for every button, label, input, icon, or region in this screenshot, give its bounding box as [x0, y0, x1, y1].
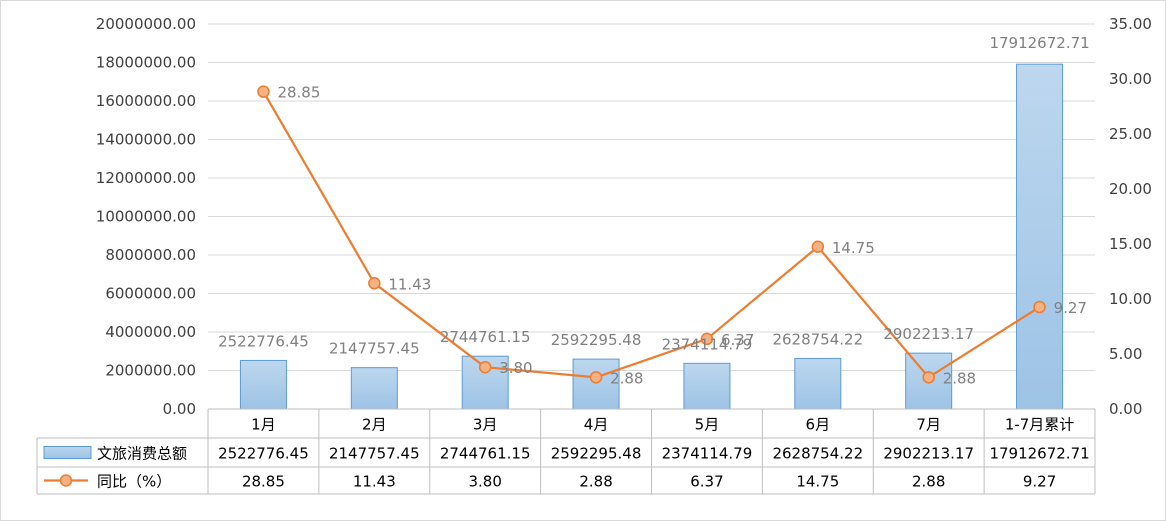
right-tick-label: 15.00	[1109, 235, 1152, 253]
line-point	[700, 332, 714, 346]
bar	[1016, 63, 1064, 410]
left-tick-label: 8000000.00	[105, 246, 196, 264]
table-bar-value: 2628754.22	[772, 445, 863, 463]
bar	[239, 359, 287, 410]
table-line-value: 28.85	[242, 473, 285, 491]
table-bar-value: 2522776.45	[218, 445, 309, 463]
left-tick-label: 18000000.00	[96, 54, 196, 72]
legend-line-marker	[59, 474, 73, 487]
line-data-label: 6.37	[721, 331, 754, 349]
bar-data-label: 2522776.45	[218, 332, 309, 350]
bar-data-label: 2744761.15	[440, 328, 531, 346]
left-tick-label: 12000000.00	[96, 169, 196, 187]
line-point	[368, 277, 381, 290]
table-line-value: 3.80	[468, 473, 501, 491]
line-point	[811, 240, 825, 253]
table-line-value: 14.75	[796, 473, 839, 491]
right-tick-label: 10.00	[1109, 290, 1152, 308]
left-tick-label: 4000000.00	[105, 323, 196, 341]
category-label: 3月	[473, 416, 498, 434]
bar-data-label: 2592295.48	[551, 331, 642, 349]
category-label: 6月	[806, 416, 831, 434]
category-label: 1月	[251, 416, 276, 434]
table-bar-value: 2744761.15	[440, 445, 531, 463]
right-tick-label: 35.00	[1109, 15, 1152, 33]
legend-line-name: 同比（%）	[97, 473, 171, 491]
right-axis: 0.00 5.00 10.00 15.00 20.00 25.00 30.00 35.00	[1109, 15, 1152, 418]
bar-data-label: 2147757.45	[329, 340, 420, 358]
table-bar-value: 2147757.45	[329, 445, 420, 463]
line-data-label: 11.43	[388, 275, 431, 293]
bar-data-label: 2902213.17	[883, 325, 974, 343]
bar-data-label: 2628754.22	[772, 330, 863, 348]
category-label: 1-7月累计	[1005, 416, 1075, 434]
line-point	[922, 371, 935, 384]
left-tick-label: 0.00	[163, 400, 196, 418]
bar-data-label: 2374114.79	[662, 335, 753, 353]
table-line-value: 2.88	[579, 473, 612, 491]
line-data-label: 28.85	[277, 84, 320, 102]
line-data-label: 3.80	[499, 359, 532, 377]
table-line-value: 11.43	[353, 473, 396, 491]
line-path	[262, 91, 1041, 379]
right-tick-label: 20.00	[1109, 180, 1152, 198]
table-line-value: 2.88	[912, 473, 945, 491]
bar-series	[239, 63, 1064, 410]
left-tick-label: 16000000.00	[96, 92, 196, 110]
right-tick-label: 25.00	[1109, 125, 1152, 143]
left-tick-label: 10000000.00	[96, 208, 196, 226]
category-label: 5月	[695, 416, 720, 434]
data-labels: 2522776.45 2147757.45 2744761.15 2592295.48…	[218, 34, 1090, 387]
legend-bar-name: 文旅消费总额	[97, 445, 187, 463]
bar	[794, 357, 842, 410]
line-point	[589, 371, 603, 384]
line-point	[257, 85, 270, 98]
right-tick-label: 0.00	[1109, 400, 1142, 418]
table-line-value: 6.37	[690, 473, 723, 491]
bar-data-label: 17912672.71	[989, 34, 1089, 52]
line-point	[478, 360, 492, 374]
line-series	[257, 85, 1046, 384]
category-label: 2月	[362, 416, 387, 434]
table-line-value: 9.27	[1023, 473, 1056, 491]
left-axis: 0.00 2000000.00 4000000.00 6000000.00 800000…	[96, 15, 196, 418]
category-label: 4月	[584, 416, 609, 434]
category-label: 7月	[916, 416, 941, 434]
line-point	[1033, 300, 1046, 314]
bar	[683, 362, 731, 410]
bar	[350, 367, 398, 410]
line-data-label: 2.88	[943, 369, 976, 387]
left-tick-label: 14000000.00	[96, 131, 196, 149]
right-tick-label: 5.00	[1109, 345, 1142, 363]
table-bar-value: 2592295.48	[551, 445, 642, 463]
line-data-label: 9.27	[1054, 299, 1087, 317]
table-bar-value: 2374114.79	[662, 445, 753, 463]
bar	[572, 358, 620, 410]
table-bar-value: 17912672.71	[989, 445, 1089, 463]
line-data-label: 14.75	[832, 239, 875, 257]
left-tick-label: 20000000.00	[96, 15, 196, 33]
line-data-label: 2.88	[610, 369, 643, 387]
right-tick-label: 30.00	[1109, 70, 1152, 88]
left-tick-label: 2000000.00	[105, 362, 196, 380]
legend-bar-swatch	[43, 446, 92, 459]
left-tick-label: 6000000.00	[105, 285, 196, 303]
table-bar-value: 2902213.17	[883, 445, 974, 463]
